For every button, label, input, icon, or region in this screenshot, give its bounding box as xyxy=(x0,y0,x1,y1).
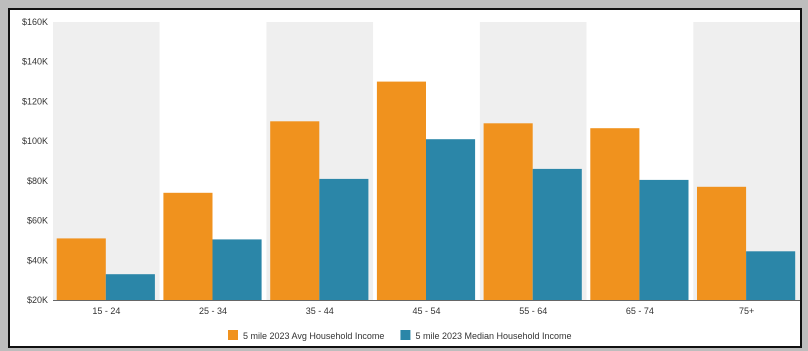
avg-income-bar[interactable]: 55 - 64: 109000 xyxy=(483,123,533,300)
x-tick-label: 55 - 64 xyxy=(519,306,547,316)
x-tick-label: 75+ xyxy=(739,306,754,316)
legend-label: 5 mile 2023 Median Household Income xyxy=(415,331,571,341)
median-income-bar[interactable]: 35 - 44: 81000 xyxy=(319,178,369,300)
legend-item-avg[interactable]: 5 mile 2023 Avg Household Income xyxy=(228,330,384,341)
median-income-bar[interactable]: 75+: 44500 xyxy=(746,251,796,300)
avg-income-bar[interactable]: 25 - 34: 74000 xyxy=(163,192,213,300)
y-tick-label: $40K xyxy=(27,255,48,265)
median-income-bar[interactable]: 45 - 54: 101000 xyxy=(426,139,476,300)
avg-income-bar[interactable]: 35 - 44: 110000 xyxy=(270,121,320,300)
x-tick-label: 15 - 24 xyxy=(92,306,120,316)
y-tick-label: $20K xyxy=(27,295,48,305)
median-income-bar[interactable]: 65 - 74: 80500 xyxy=(639,179,689,300)
y-tick-label: $120K xyxy=(22,96,48,106)
y-tick-label: $80K xyxy=(27,176,48,186)
avg-income-bar[interactable]: 45 - 54: 130000 xyxy=(376,81,426,300)
y-tick-label: $100K xyxy=(22,136,48,146)
x-tick-label: 45 - 54 xyxy=(412,306,440,316)
chart-frame: 15 - 24: 51000 25 - 34: 74000 35 - 44: 110… xyxy=(8,8,802,348)
bar-chart: 15 - 24: 51000 25 - 34: 74000 35 - 44: 110… xyxy=(22,17,800,341)
x-tick-label: 25 - 34 xyxy=(199,306,227,316)
y-tick-label: $60K xyxy=(27,216,48,226)
x-axis: 15 - 24 25 - 34 35 - 44 45 - 54 55 - 64 65 - … xyxy=(53,300,800,316)
x-tick-label: 35 - 44 xyxy=(306,306,334,316)
median-income-bar[interactable]: 15 - 24: 33000 xyxy=(105,274,155,300)
y-tick-label: $160K xyxy=(22,17,48,27)
median-income-bar[interactable]: 25 - 34: 50500 xyxy=(212,239,262,300)
legend-swatch xyxy=(400,330,411,340)
avg-income-bar[interactable]: 75+: 77000 xyxy=(697,186,747,300)
legend-label: 5 mile 2023 Avg Household Income xyxy=(243,331,384,341)
y-tick-label: $140K xyxy=(22,57,48,67)
y-axis: $20K $40K $60K $80K $100K $120K $140K $160K xyxy=(22,17,48,305)
avg-income-bar[interactable]: 15 - 24: 51000 xyxy=(56,238,106,300)
legend-item-median[interactable]: 5 mile 2023 Median Household Income xyxy=(400,330,572,341)
avg-income-bar[interactable]: 65 - 74: 106500 xyxy=(590,128,640,300)
median-income-bar[interactable]: 55 - 64: 86000 xyxy=(532,168,582,300)
legend[interactable]: 5 mile 2023 Avg Household Income 5 mile 2… xyxy=(228,330,572,341)
bars: 15 - 24: 51000 25 - 34: 74000 35 - 44: 110… xyxy=(56,81,796,300)
legend-swatch xyxy=(228,330,238,340)
x-tick-label: 65 - 74 xyxy=(626,306,654,316)
